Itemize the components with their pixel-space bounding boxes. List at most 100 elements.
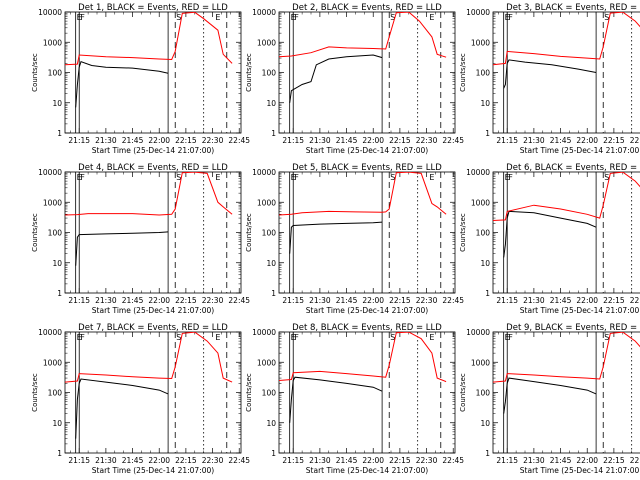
y-tick-label: 1000 [471,358,490,367]
event-marker-label: S [390,13,395,22]
y-tick-label: 10000 [466,8,490,17]
y-tick-label: 10 [266,419,276,428]
event-marker-label: E [505,13,510,22]
x-tick-label: 21:45 [336,136,358,145]
series-line-lld [493,332,640,383]
y-tick-label: 1000 [471,38,490,47]
x-tick-label: 22:00 [148,296,170,305]
y-tick-label: 10 [480,259,490,268]
y-tick-label: 1 [485,449,490,458]
detector-panel-5: Det 5, BLACK = Events, RED = LLD 1 10 100 10… [245,163,464,315]
panel-title: Det 3, BLACK = Events, RED = LLD [506,3,640,13]
x-tick-label: 21:45 [336,296,358,305]
series-line-lld [65,12,233,66]
series-line-events [75,60,169,108]
y-tick-label: 100 [48,389,63,398]
x-tick-label: 21:30 [95,136,117,145]
series-line-events [503,377,597,414]
y-tick-label: 10000 [38,8,62,17]
plot-frame [492,171,640,294]
y-axis-label: Counts/sec [31,373,39,412]
plot-frame [278,331,456,454]
y-tick-label: 10000 [466,168,490,177]
x-tick-label: 21:15 [496,296,518,305]
y-tick-label: 1 [57,129,62,138]
y-tick-label: 10000 [252,8,276,17]
series-line-events [289,221,383,254]
y-tick-label: 10 [266,259,276,268]
event-marker-label: S [604,173,609,182]
y-tick-label: 1 [271,129,276,138]
y-tick-label: 1 [271,289,276,298]
x-tick-label: 21:45 [122,456,144,465]
event-marker-label: S [176,173,181,182]
series-line-lld [493,172,640,221]
x-tick-label: 21:15 [282,296,304,305]
x-tick-label: 22:00 [576,296,598,305]
x-tick-label: 22:30 [202,136,224,145]
panel-title: Det 2, BLACK = Events, RED = LLD [292,3,442,13]
y-tick-label: 1 [485,129,490,138]
x-tick-label: 22:30 [630,456,640,465]
panel-title: Det 4, BLACK = Events, RED = LLD [78,163,228,173]
event-marker-label: S [176,333,181,342]
detector-panel-1: Det 1, BLACK = Events, RED = LLD 1 10 100 10… [31,3,250,155]
y-tick-label: 10000 [38,168,62,177]
event-marker-label: E [429,13,434,22]
y-tick-label: 10 [480,99,490,108]
y-tick-label: 1000 [43,38,62,47]
x-tick-label: 22:30 [416,296,438,305]
y-tick-label: 1000 [257,358,276,367]
event-marker-label: E [505,333,510,342]
y-tick-label: 1 [57,449,62,458]
y-tick-label: 100 [262,389,277,398]
series-line-lld [279,332,447,383]
y-tick-label: 100 [476,229,491,238]
event-marker-label: F [508,13,513,22]
event-marker-label: S [604,333,609,342]
series-line-lld [279,172,447,216]
y-tick-label: 10 [52,99,62,108]
y-tick-label: 10 [480,419,490,428]
y-axis-label: Counts/sec [459,53,467,92]
y-axis-label: Counts/sec [31,53,39,92]
detector-panel-4: Det 4, BLACK = Events, RED = LLD 1 10 100 10… [31,163,250,315]
x-axis-label: Start Time (25-Dec-14 21:07:00) [92,466,214,475]
x-tick-label: 21:15 [68,136,90,145]
x-axis-label: Start Time (25-Dec-14 21:07:00) [306,466,428,475]
x-tick-label: 21:30 [95,456,117,465]
panel-title: Det 5, BLACK = Events, RED = LLD [292,163,442,173]
event-marker-label: S [604,13,609,22]
y-axis-label: Counts/sec [459,373,467,412]
x-tick-label: 22:15 [175,296,197,305]
y-axis-label: Counts/sec [245,213,253,252]
y-tick-label: 100 [476,389,491,398]
y-axis-label: Counts/sec [459,213,467,252]
x-tick-label: 22:45 [442,296,464,305]
x-tick-label: 22:30 [202,456,224,465]
y-tick-label: 1 [271,449,276,458]
x-tick-label: 22:00 [576,456,598,465]
detector-panel-7: Det 7, BLACK = Events, RED = LLD 1 10 100 10… [31,323,250,475]
event-marker-label: S [390,173,395,182]
y-tick-label: 10000 [252,168,276,177]
panel-title: Det 9, BLACK = Events, RED = LLD [506,323,640,333]
y-tick-label: 100 [48,229,63,238]
x-tick-label: 21:30 [95,296,117,305]
detector-panel-8: Det 8, BLACK = Events, RED = LLD 1 10 100 10… [245,323,464,475]
x-tick-label: 21:45 [550,296,572,305]
panel-title: Det 6, BLACK = Events, RED = LLD [506,163,640,173]
x-tick-label: 22:00 [576,136,598,145]
x-axis-label: Start Time (25-Dec-14 21:07:00) [520,146,640,155]
x-tick-label: 22:45 [228,136,250,145]
x-tick-label: 21:15 [496,136,518,145]
panel-title: Det 1, BLACK = Events, RED = LLD [78,3,228,13]
x-tick-label: 22:45 [228,456,250,465]
x-tick-label: 22:00 [148,136,170,145]
x-tick-label: 21:45 [336,456,358,465]
plot-frame [492,331,640,454]
x-tick-label: 21:45 [122,136,144,145]
y-tick-label: 1000 [471,198,490,207]
x-tick-label: 21:15 [282,136,304,145]
y-tick-label: 100 [262,229,277,238]
